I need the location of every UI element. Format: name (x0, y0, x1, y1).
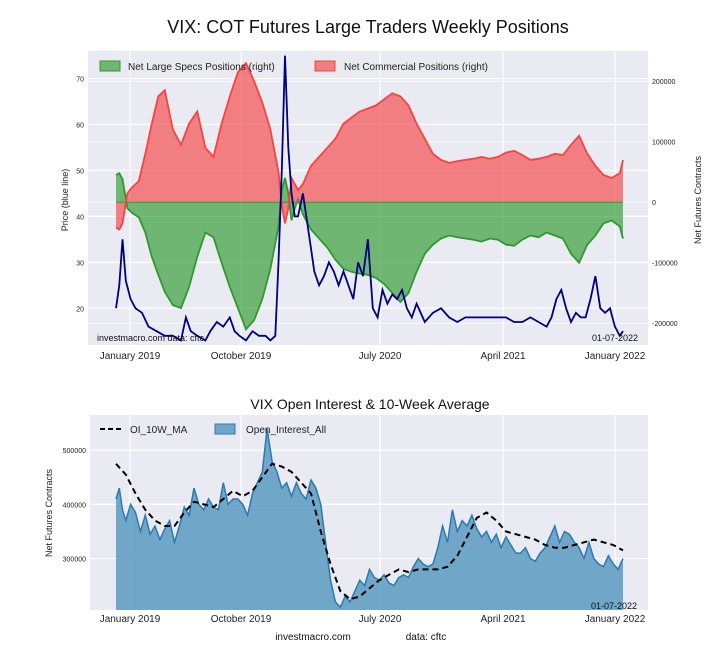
legend-label-large-specs: Net Large Specs Positions (right) (128, 62, 275, 73)
chart1-x-tick-label: January 2022 (585, 351, 646, 362)
chart1-y-left-tick-label: 40 (76, 214, 84, 221)
chart1-plot-area: January 2019 October 2019 July 2020 April 2… (76, 51, 678, 362)
chart1-x-tick-label: April 2021 (480, 351, 525, 362)
legend-swatch-commercial (314, 60, 336, 72)
chart1-title: VIX: COT Futures Large Traders Weekly Po… (167, 17, 569, 37)
chart1-x-tick-label: January 2019 (100, 351, 161, 362)
chart1-left-axis-label: Price (blue line) (60, 169, 70, 232)
chart2-x-tick-label: October 2019 (211, 614, 272, 625)
chart2-legend: OI_10W_MA Open_Interest_All (100, 423, 326, 436)
legend-label-oi-ma: OI_10W_MA (130, 425, 188, 436)
chart1-y-left-tick-label: 20 (76, 306, 84, 313)
series-area-open-interest-all (116, 428, 623, 610)
chart2-x-tick-label: January 2022 (585, 614, 646, 625)
chart1-y-right-tick-label: 100000 (652, 140, 675, 147)
chart1-y-right-tick-label: 200000 (652, 79, 675, 86)
chart1-legend: Net Large Specs Positions (right) Net Co… (99, 60, 488, 73)
chart1-y-right-tick-label: -100000 (652, 261, 678, 268)
chart2-title: VIX Open Interest & 10-Week Average (250, 396, 489, 412)
series-area-net-commercial-positions-right (116, 63, 623, 230)
chart1-y-left-tick-label: 60 (76, 123, 84, 130)
legend-swatch-large-specs (99, 60, 121, 72)
series-edge-net-large-specs-positions-right (115, 171, 624, 332)
chart2-x-tick-label: January 2019 (100, 614, 161, 625)
chart2-y-tick-label: 500000 (63, 448, 86, 455)
legend-label-open-interest: Open_Interest_All (246, 425, 326, 436)
footer-left-text: investmacro.com (275, 632, 351, 643)
series-edge-net-commercial-positions-right (115, 61, 624, 231)
chart1-y-left-tick-label: 70 (76, 77, 84, 84)
legend-swatch-open-interest (214, 423, 236, 435)
chart2-plot-area: January 2019 October 2019 July 2020 April 2… (63, 415, 648, 625)
series-line-oi-10w-ma (115, 462, 624, 601)
chart2-x-tick-label: July 2020 (359, 614, 402, 625)
chart1-y-left-tick-label: 50 (76, 168, 84, 175)
chart1-y-left-tick-label: 30 (76, 260, 84, 267)
chart2-y-axis-label: Net Futures Contracts (44, 468, 54, 557)
chart2-x-tick-label: April 2021 (480, 614, 525, 625)
series-edge-open-interest-all (115, 428, 624, 609)
footer-right-text: data: cftc (406, 632, 447, 643)
chart1-x-tick-label: July 2020 (359, 351, 402, 362)
series-line-price (115, 55, 624, 342)
chart1-right-axis-label: Net Futures Contracts (693, 155, 703, 244)
chart2-y-tick-label: 300000 (63, 557, 86, 564)
chart1-x-tick-label: October 2019 (211, 351, 272, 362)
chart2-y-tick-label: 400000 (63, 502, 86, 509)
chart1-date-note: 01-07-2022 (592, 333, 638, 343)
chart1-y-right-tick-label: -200000 (652, 321, 678, 328)
chart1-y-right-tick-label: 0 (652, 200, 656, 207)
chart1-source-note: investmacro.com data: cftc (97, 333, 205, 343)
chart2-date-note: 01-07-2022 (591, 601, 637, 611)
legend-label-commercial: Net Commercial Positions (right) (344, 62, 488, 73)
